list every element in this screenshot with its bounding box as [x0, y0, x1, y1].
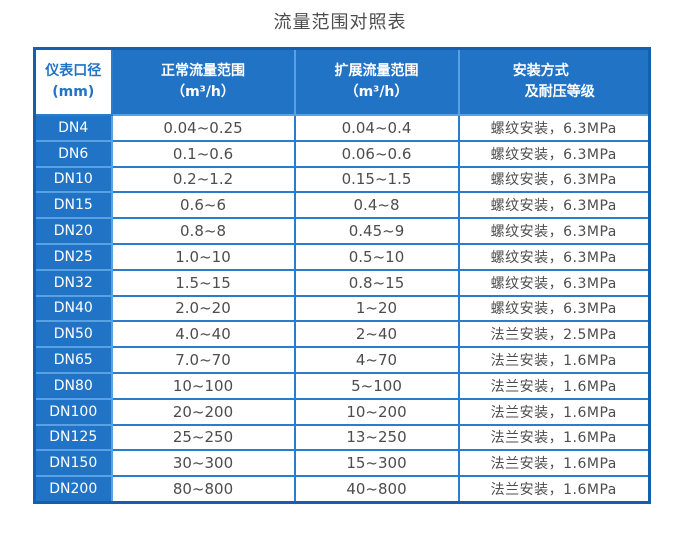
header-extended-range-line2: （m³/h） [344, 84, 409, 100]
install-method-cell: 法兰安装，2.5MPa [457, 320, 651, 349]
install-method-cell: 螺纹安装，6.3MPa [457, 217, 651, 245]
header-row: 仪表口径 (mm) 正常流量范围 （m³/h） 扩展流量范围 （m³/h） 安装… [33, 47, 651, 116]
install-method-cell: 螺纹安装，6.3MPa [457, 268, 651, 297]
header-meter-diameter-line1: 仪表口径 [45, 63, 102, 79]
normal-range-cell: 80~800 [110, 475, 296, 504]
dn-size-cell: DN25 [33, 242, 113, 271]
normal-range-cell: 2.0~20 [110, 294, 296, 323]
header-install-method-block: 安装方式 及耐压等级 [513, 61, 595, 103]
install-method-cell: 螺纹安装，6.3MPa [457, 165, 651, 194]
dn-size-cell: DN40 [33, 294, 113, 323]
dn-size-cell: DN125 [33, 423, 113, 452]
page-title: 流量范围对照表 [273, 12, 407, 33]
normal-range-cell: 20~200 [110, 397, 296, 426]
dn-size-cell: DN50 [33, 320, 113, 349]
table-row: DN15 0.6~6 0.4~8 螺纹安装，6.3MPa [33, 191, 651, 220]
extended-range-cell: 1~20 [293, 294, 460, 323]
normal-range-cell: 1.5~15 [110, 268, 296, 297]
header-meter-diameter: 仪表口径 (mm) [33, 47, 113, 116]
header-meter-diameter-line2: (mm) [52, 84, 95, 100]
table-row: DN6 0.1~0.6 0.06~0.6 螺纹安装，6.3MPa [33, 139, 651, 168]
table-row: DN25 1.0~10 0.5~10 螺纹安装，6.3MPa [33, 242, 651, 271]
extended-range-cell: 10~200 [293, 397, 460, 426]
install-method-cell: 法兰安装，1.6MPa [457, 397, 651, 426]
dn-size-cell: DN80 [33, 371, 113, 400]
normal-range-cell: 30~300 [110, 449, 296, 478]
table-row: DN100 20~200 10~200 法兰安装，1.6MPa [33, 397, 651, 426]
install-method-cell: 法兰安装，1.6MPa [457, 371, 651, 400]
table-header: 仪表口径 (mm) 正常流量范围 （m³/h） 扩展流量范围 （m³/h） 安装… [33, 47, 651, 116]
install-method-cell: 法兰安装，1.6MPa [457, 475, 651, 504]
install-method-cell: 螺纹安装，6.3MPa [457, 139, 651, 168]
dn-size-cell: DN10 [33, 165, 113, 194]
install-method-cell: 法兰安装，1.6MPa [457, 449, 651, 478]
normal-range-cell: 7.0~70 [110, 346, 296, 374]
flow-range-table: 仪表口径 (mm) 正常流量范围 （m³/h） 扩展流量范围 （m³/h） 安装… [33, 47, 651, 504]
normal-range-cell: 1.0~10 [110, 242, 296, 271]
header-install-method-line2: 及耐压等级 [524, 84, 595, 100]
table-row: DN50 4.0~40 2~40 法兰安装，2.5MPa [33, 320, 651, 349]
table-row: DN4 0.04~0.25 0.04~0.4 螺纹安装，6.3MPa [33, 114, 651, 142]
extended-range-cell: 0.8~15 [293, 268, 460, 297]
table-row: DN20 0.8~8 0.45~9 螺纹安装，6.3MPa [33, 217, 651, 245]
normal-range-cell: 0.1~0.6 [110, 139, 296, 168]
extended-range-cell: 4~70 [293, 346, 460, 374]
header-install-method: 安装方式 及耐压等级 [457, 47, 651, 116]
install-method-cell: 螺纹安装，6.3MPa [457, 191, 651, 220]
table-row: DN80 10~100 5~100 法兰安装，1.6MPa [33, 371, 651, 400]
install-method-cell: 螺纹安装，6.3MPa [457, 114, 651, 142]
normal-range-cell: 10~100 [110, 371, 296, 400]
table-row: DN10 0.2~1.2 0.15~1.5 螺纹安装，6.3MPa [33, 165, 651, 194]
normal-range-cell: 25~250 [110, 423, 296, 452]
normal-range-cell: 0.6~6 [110, 191, 296, 220]
install-method-cell: 法兰安装，1.6MPa [457, 346, 651, 374]
extended-range-cell: 0.04~0.4 [293, 114, 460, 142]
extended-range-cell: 0.06~0.6 [293, 139, 460, 168]
dn-size-cell: DN6 [33, 139, 113, 168]
header-normal-range-line1: 正常流量范围 [161, 63, 245, 79]
extended-range-cell: 40~800 [293, 475, 460, 504]
extended-range-cell: 5~100 [293, 371, 460, 400]
extended-range-cell: 0.5~10 [293, 242, 460, 271]
normal-range-cell: 0.2~1.2 [110, 165, 296, 194]
header-extended-range: 扩展流量范围 （m³/h） [293, 47, 460, 116]
dn-size-cell: DN100 [33, 397, 113, 426]
normal-range-cell: 0.8~8 [110, 217, 296, 245]
header-normal-range: 正常流量范围 （m³/h） [110, 47, 296, 116]
dn-size-cell: DN15 [33, 191, 113, 220]
dn-size-cell: DN150 [33, 449, 113, 478]
header-install-method-line1: 安装方式 [512, 63, 569, 79]
extended-range-cell: 15~300 [293, 449, 460, 478]
dn-size-cell: DN20 [33, 217, 113, 245]
dn-size-cell: DN32 [33, 268, 113, 297]
table-body: DN4 0.04~0.25 0.04~0.4 螺纹安装，6.3MPa DN6 0… [33, 114, 651, 504]
extended-range-cell: 0.15~1.5 [293, 165, 460, 194]
table-row: DN150 30~300 15~300 法兰安装，1.6MPa [33, 449, 651, 478]
table-row: DN125 25~250 13~250 法兰安装，1.6MPa [33, 423, 651, 452]
dn-size-cell: DN200 [33, 475, 113, 504]
table-row: DN40 2.0~20 1~20 螺纹安装，6.3MPa [33, 294, 651, 323]
extended-range-cell: 2~40 [293, 320, 460, 349]
table-row: DN200 80~800 40~800 法兰安装，1.6MPa [33, 475, 651, 504]
table-row: DN32 1.5~15 0.8~15 螺纹安装，6.3MPa [33, 268, 651, 297]
install-method-cell: 螺纹安装，6.3MPa [457, 294, 651, 323]
header-extended-range-line1: 扩展流量范围 [334, 63, 419, 79]
dn-size-cell: DN65 [33, 346, 113, 374]
header-normal-range-line2: （m³/h） [171, 84, 235, 100]
dn-size-cell: DN4 [33, 114, 113, 142]
extended-range-cell: 0.45~9 [293, 217, 460, 245]
normal-range-cell: 0.04~0.25 [110, 114, 296, 142]
install-method-cell: 螺纹安装，6.3MPa [457, 242, 651, 271]
table-row: DN65 7.0~70 4~70 法兰安装，1.6MPa [33, 346, 651, 374]
install-method-cell: 法兰安装，1.6MPa [457, 423, 651, 452]
normal-range-cell: 4.0~40 [110, 320, 296, 349]
extended-range-cell: 0.4~8 [293, 191, 460, 220]
extended-range-cell: 13~250 [293, 423, 460, 452]
